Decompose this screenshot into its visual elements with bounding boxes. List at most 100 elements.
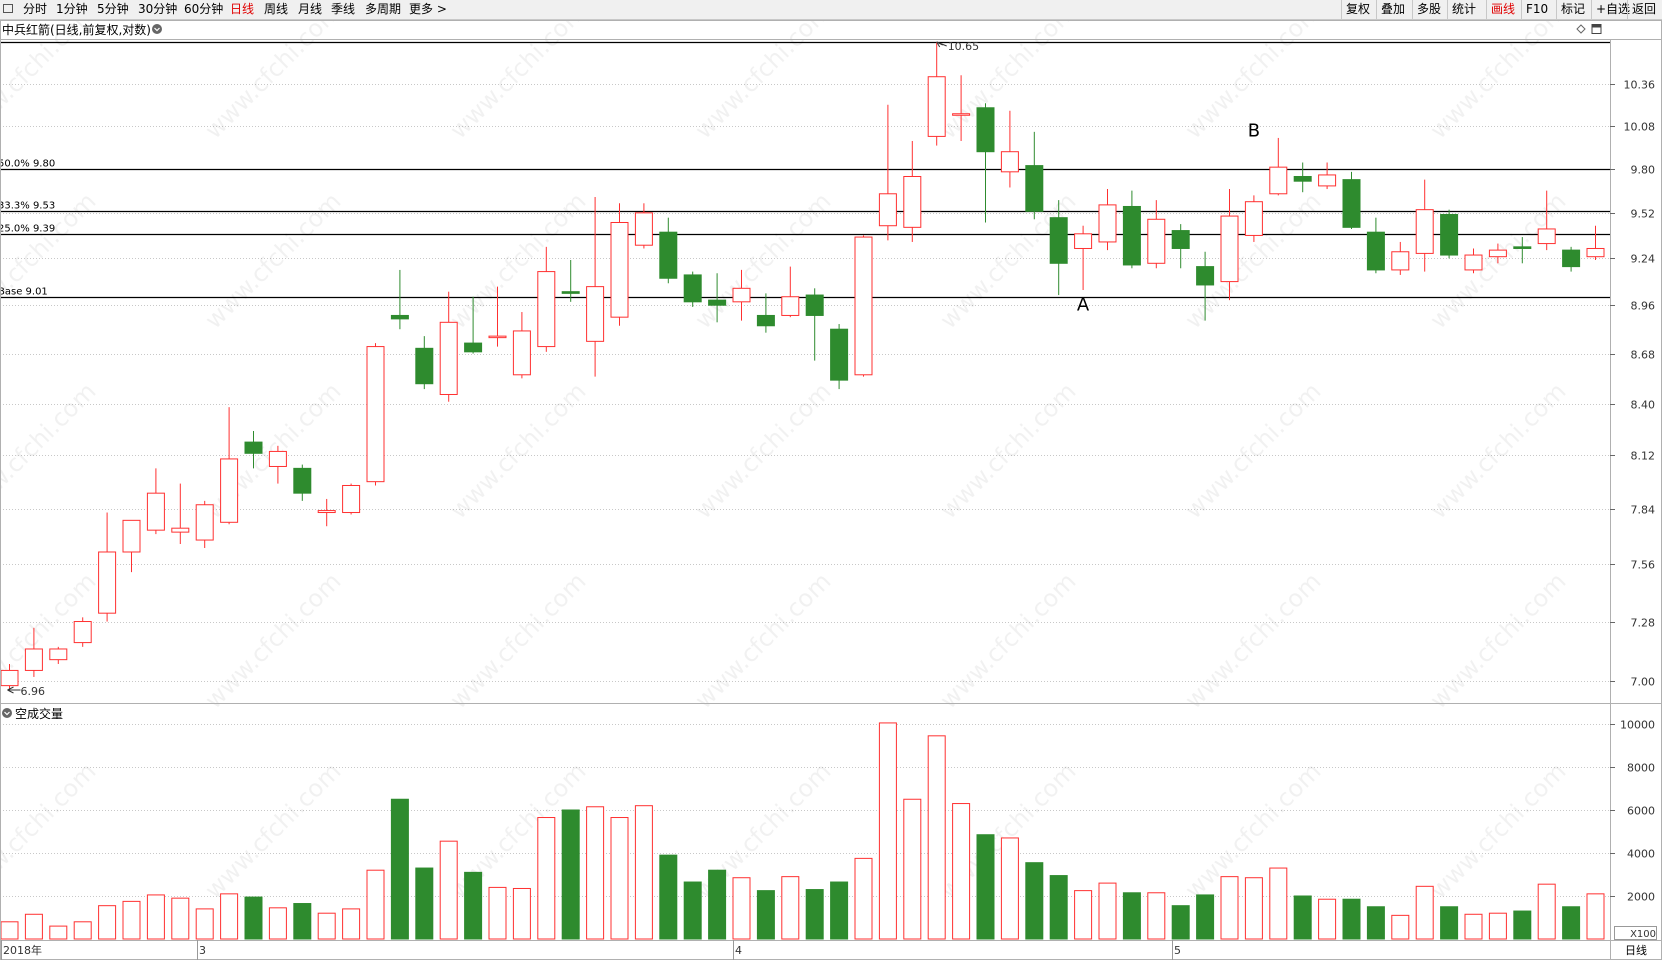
volume-bar	[1537, 883, 1556, 940]
volume-bar	[683, 881, 702, 940]
candle-body	[927, 76, 946, 137]
toolbar-item-5[interactable]: 日线	[230, 2, 255, 16]
volume-bar	[1147, 892, 1166, 940]
date-label: 4	[735, 944, 742, 957]
toolbar-item-1[interactable]: 1分钟	[56, 2, 88, 16]
high-marker-label: 10.65	[948, 40, 980, 53]
candle-body	[244, 441, 263, 454]
toolbar-right-item-3[interactable]: 统计	[1447, 0, 1486, 19]
watermark-text: www.cfchi.com	[1179, 377, 1326, 524]
volume-bar	[390, 798, 409, 940]
toolbar-right-item-1[interactable]: 叠加	[1376, 0, 1412, 19]
volume-bar	[1464, 913, 1483, 940]
candle	[317, 498, 336, 527]
toolbar-item-4[interactable]: 60分钟	[184, 2, 224, 16]
toolbar-item-7[interactable]: 月线	[298, 2, 323, 16]
candle	[0, 663, 19, 690]
candle-body	[0, 669, 19, 687]
candle-body	[122, 519, 141, 553]
toolbar-item-10[interactable]: 更多 >	[409, 2, 447, 16]
candle-body	[317, 510, 336, 514]
candle-body	[1415, 209, 1434, 254]
toolbar-right-item-4[interactable]: 画线	[1486, 0, 1521, 19]
candle	[122, 519, 141, 573]
candle-body	[1562, 249, 1581, 268]
watermark-text: www.cfchi.com	[444, 20, 591, 144]
volume-bar	[342, 908, 361, 940]
volume-unit-label: X100	[1630, 929, 1656, 940]
watermark-text: www.cfchi.com	[689, 377, 836, 524]
volume-bar	[1074, 890, 1093, 940]
toolbar-right-item-8[interactable]: 返回	[1627, 0, 1662, 19]
candle-body	[488, 335, 507, 339]
volume-bar	[1025, 862, 1044, 940]
toolbar-right-item-5[interactable]: F10	[1521, 0, 1556, 19]
watermark-text: www.cfchi.com	[1424, 377, 1571, 524]
candle	[708, 273, 727, 323]
volume-bar	[146, 894, 165, 940]
candle	[1196, 251, 1215, 321]
diamond-icon	[1576, 24, 1586, 34]
candle-body	[1513, 246, 1532, 249]
collapse-icon	[152, 24, 162, 34]
volume-collapse-chevron-icon	[4, 711, 10, 716]
candle	[1098, 189, 1117, 251]
toolbar-item-8[interactable]: 季线	[331, 2, 356, 16]
price-tick-label: 7.00	[1631, 676, 1656, 689]
volume-tick-label: 6000	[1627, 805, 1655, 818]
price-tick-label: 8.12	[1631, 450, 1656, 463]
price-tick-label: 9.24	[1631, 253, 1656, 266]
volume-bar	[1562, 906, 1581, 940]
toolbar-item-6[interactable]: 周线	[264, 2, 289, 16]
volume-tick-label: 4000	[1627, 848, 1655, 861]
volume-bar	[1342, 898, 1361, 940]
candle-body	[1537, 228, 1556, 245]
volume-bar	[317, 912, 336, 940]
candle-body	[732, 287, 751, 303]
volume-bar	[1000, 837, 1019, 940]
watermark-text: www.cfchi.com	[1424, 20, 1571, 144]
volume-bar	[1293, 895, 1312, 940]
toolbar-window-icon[interactable]	[3, 4, 13, 13]
toolbar-right-item-2[interactable]: 多股	[1412, 0, 1447, 19]
kline-chart[interactable]: www.cfchi.com www.cfchi.com www.cfchi.com w…	[0, 20, 1662, 960]
volume-bar	[1171, 905, 1190, 940]
volume-bar	[512, 887, 531, 940]
toolbar-item-3[interactable]: 30分钟	[138, 2, 178, 16]
candle	[1513, 237, 1532, 264]
candle	[1244, 195, 1263, 242]
volume-bar	[927, 735, 946, 940]
candle	[439, 291, 458, 402]
toolbar-right-item-6[interactable]: 标记	[1556, 0, 1591, 19]
candle-body	[171, 527, 190, 533]
candle	[927, 42, 946, 146]
candle-body	[1342, 179, 1361, 228]
high-marker-line	[936, 41, 947, 47]
candle	[464, 296, 483, 354]
candle-body	[1171, 230, 1190, 249]
toolbar-item-9[interactable]: 多周期	[365, 2, 402, 16]
toolbar-item-2[interactable]: 5分钟	[97, 2, 129, 16]
toolbar-right-item-7[interactable]: +自选	[1591, 0, 1630, 19]
volume-bar	[756, 890, 775, 940]
candle	[488, 286, 507, 347]
candle	[659, 217, 678, 284]
candle-body	[1122, 205, 1141, 266]
candle	[830, 324, 849, 390]
volume-bar	[976, 834, 995, 940]
candle	[1220, 189, 1239, 301]
candle-body	[1293, 175, 1312, 182]
toolbar-right-item-0[interactable]: 复权	[1341, 0, 1376, 19]
volume-bar	[293, 903, 312, 940]
candle-body	[659, 231, 678, 279]
candle	[171, 483, 190, 545]
candle-body	[1318, 174, 1337, 187]
toolbar-item-0[interactable]: 分时	[23, 2, 48, 16]
volume-bar	[171, 897, 190, 940]
candle	[1147, 200, 1166, 269]
price-tick-label: 7.56	[1631, 559, 1656, 572]
low-marker-label: 6.96	[21, 685, 46, 698]
retracement-label: 50.0% 9.80	[0, 159, 55, 170]
candle	[73, 617, 92, 647]
candle-body	[146, 492, 165, 531]
